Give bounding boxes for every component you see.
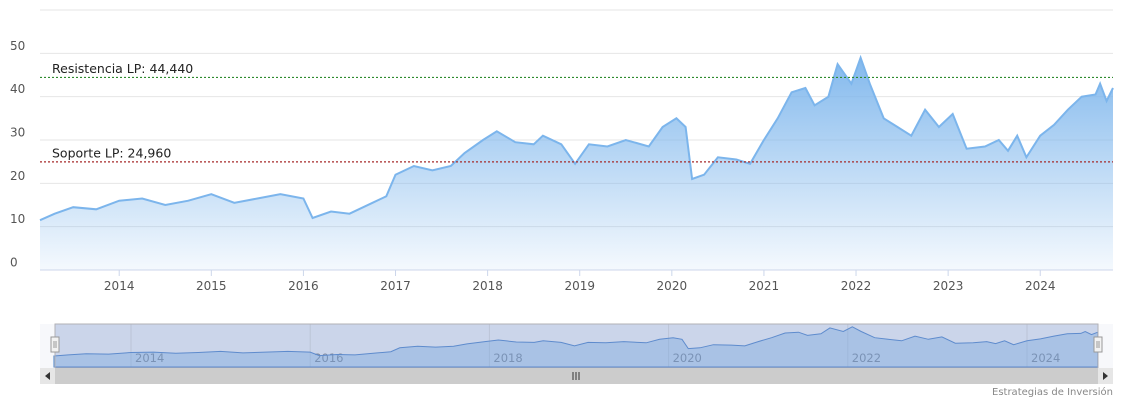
navigator-handle[interactable] [1093, 336, 1103, 353]
level-label: Resistencia LP: 44,440 [52, 61, 193, 76]
area-line [39, 54, 1114, 222]
navigator-tick-label: 2024 [1031, 351, 1060, 365]
navigator-tick-label: 2022 [852, 351, 881, 365]
y-tick-label: 30 [10, 126, 25, 140]
credits[interactable]: Estrategias de Inversión [992, 386, 1113, 398]
level-label: Soporte LP: 24,960 [52, 145, 171, 160]
y-tick-label: 0 [10, 256, 18, 270]
navigator-bg [40, 324, 1113, 368]
navigator-mask [54, 323, 1099, 369]
x-tick-label: 2024 [1025, 279, 1056, 293]
y-tick-label: 10 [10, 212, 25, 226]
navigator-tick-label: 2018 [493, 351, 522, 365]
scroll-right-arrow [1103, 372, 1108, 380]
x-tick-label: 2014 [104, 279, 135, 293]
x-tick-label: 2021 [749, 279, 780, 293]
scroll-left-arrow [45, 372, 50, 380]
x-tick-label: 2015 [196, 279, 227, 293]
navigator-tick-label: 2014 [135, 351, 164, 365]
y-tick-label: 50 [10, 39, 25, 53]
y-tick-label: 40 [10, 82, 25, 96]
area-fill [40, 57, 1113, 271]
navigator-tick-label: 2020 [673, 351, 702, 365]
x-tick-label: 2022 [841, 279, 872, 293]
x-tick-label: 2020 [657, 279, 688, 293]
x-tick-label: 2018 [472, 279, 503, 293]
y-tick-label: 20 [10, 169, 25, 183]
x-tick-label: 2023 [933, 279, 964, 293]
navigator-area [53, 326, 1099, 368]
x-tick-label: 2016 [288, 279, 319, 293]
x-tick-label: 2017 [380, 279, 411, 293]
navigator-handle[interactable] [50, 336, 60, 353]
x-tick-label: 2019 [564, 279, 595, 293]
